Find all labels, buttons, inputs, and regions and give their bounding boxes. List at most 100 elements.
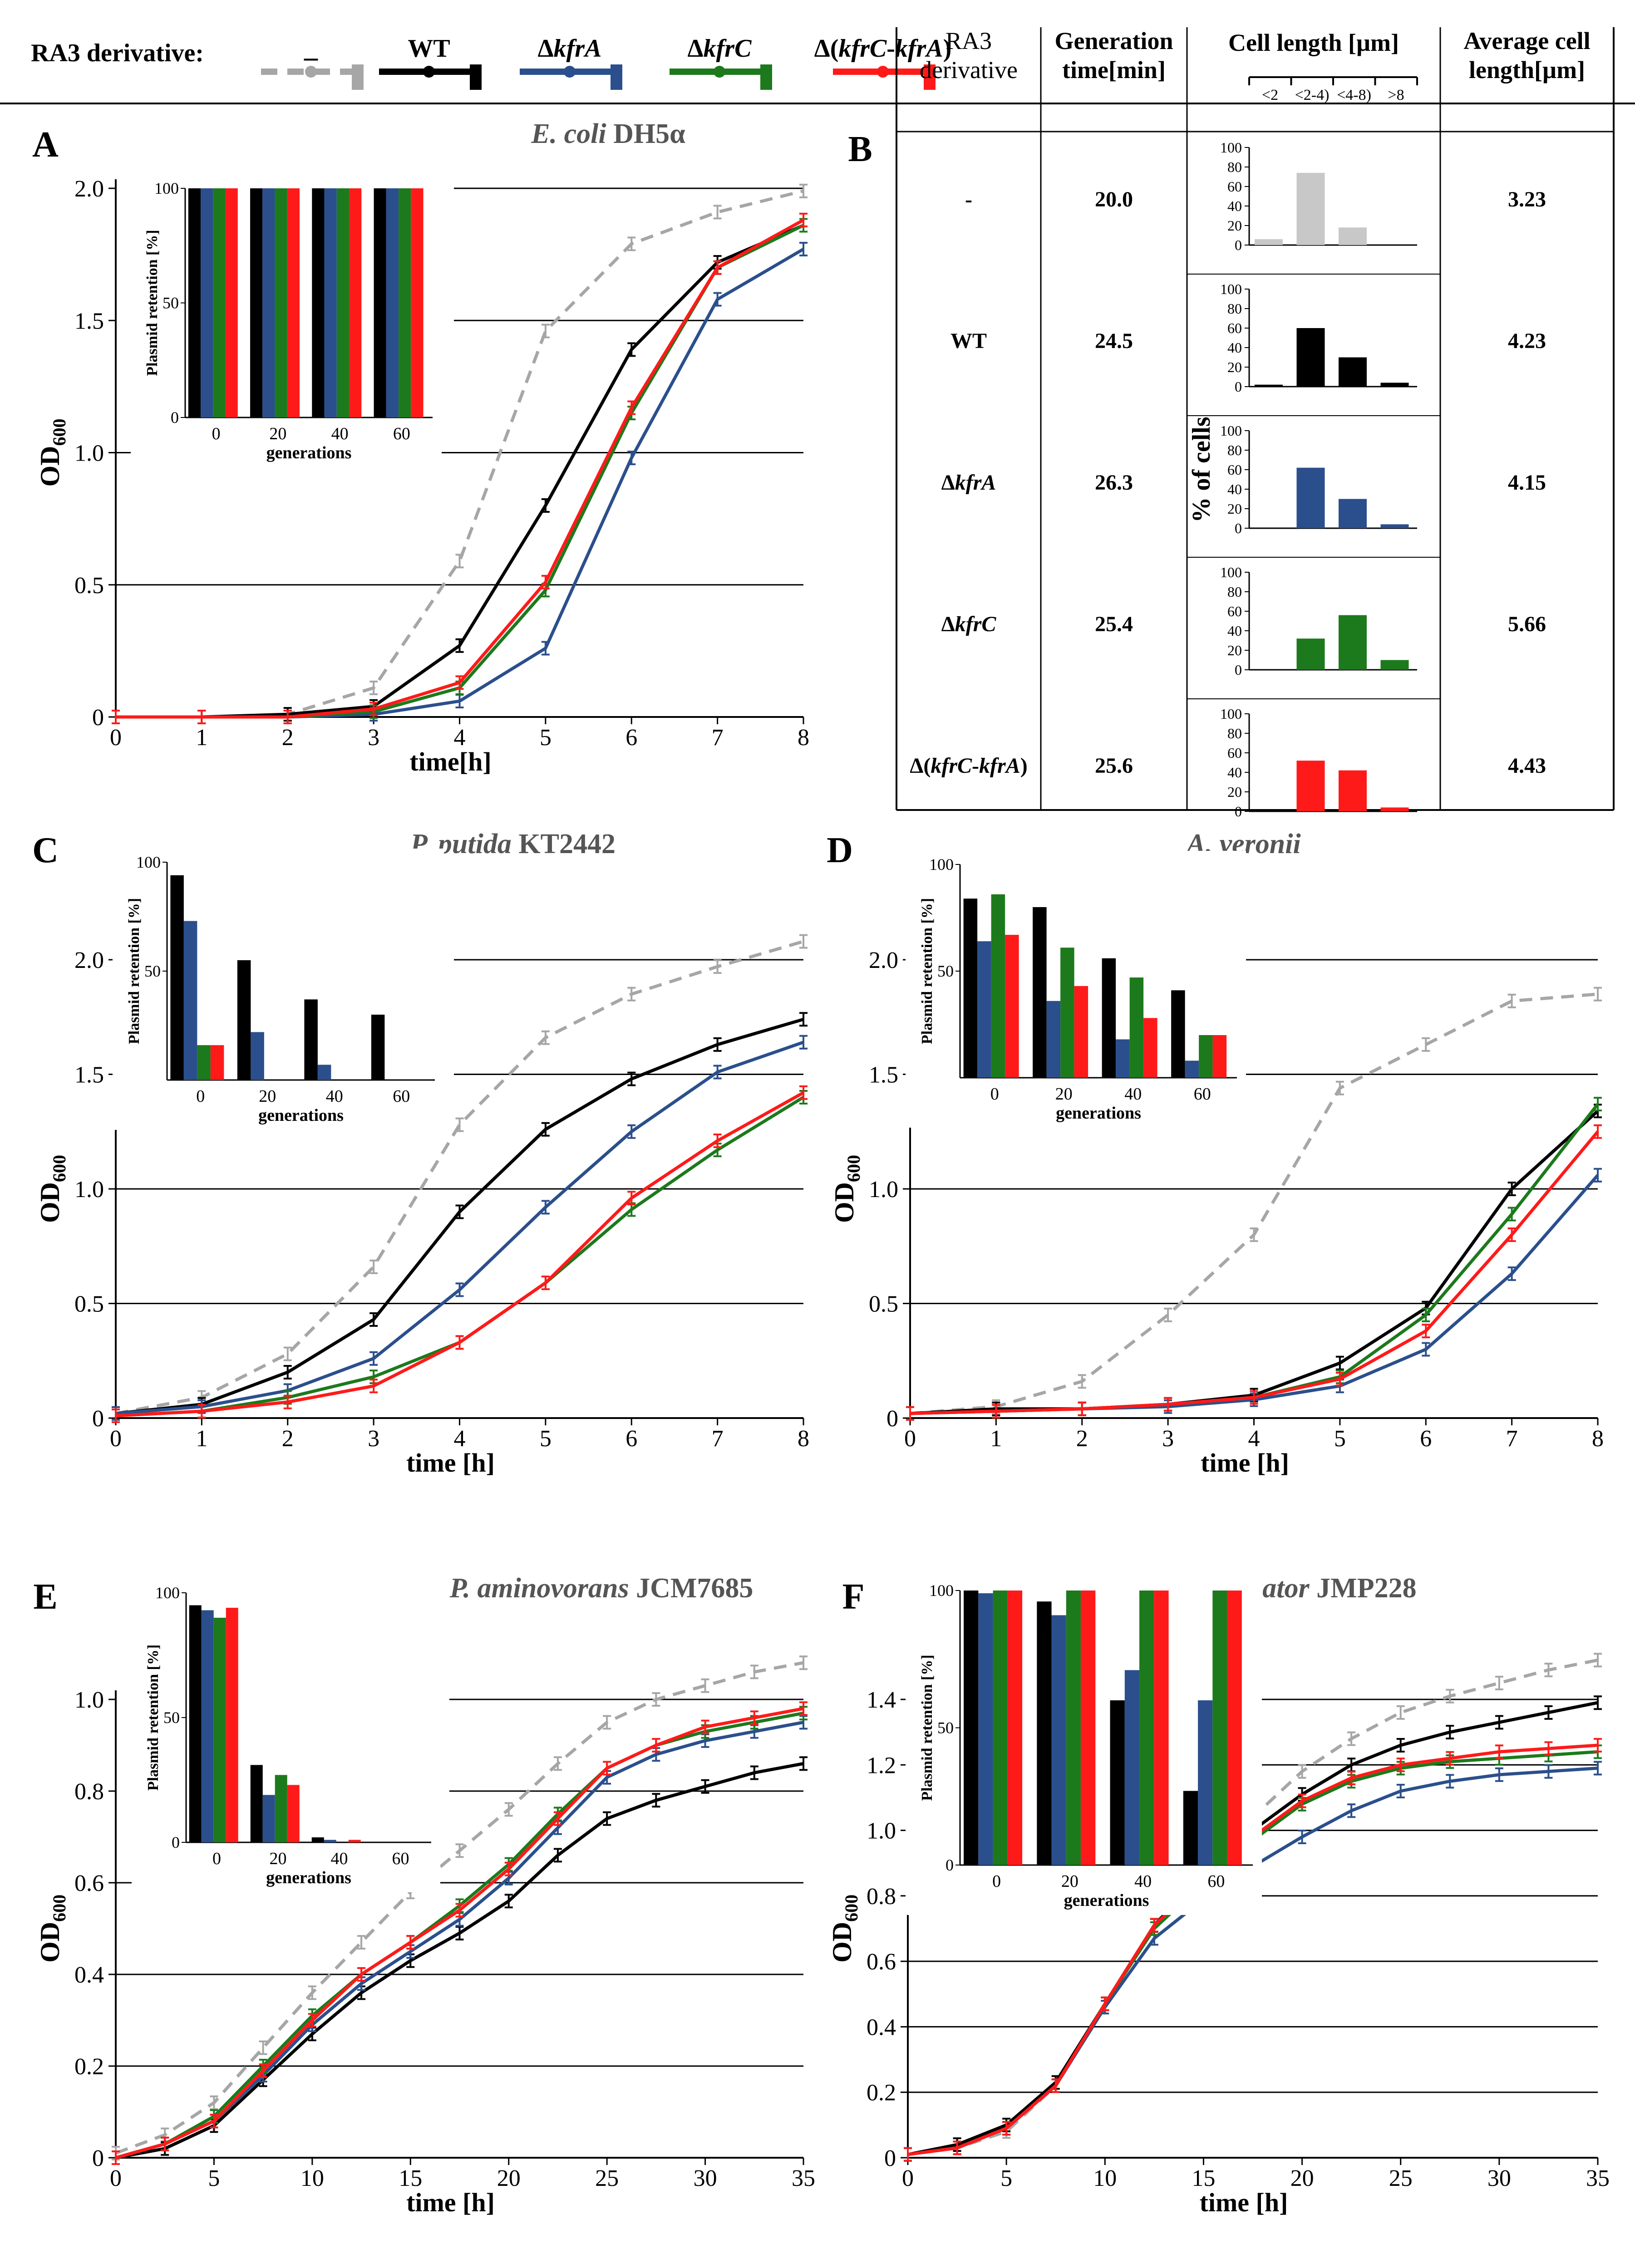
inset-y-tick-label: 50 [937,1719,954,1737]
inset-bar-kfrC [993,1591,1008,1865]
mini-bar-<4-8) [1339,615,1367,670]
inset-bar-kfrCA [287,1785,300,1842]
data-point [541,641,550,656]
data-point [1594,987,1602,1001]
x-tick-label: 2 [282,725,294,751]
mini-y-tick-label: 80 [1227,725,1242,741]
panel-label-A: A [32,125,59,165]
inset-bar-kfrA [251,1032,264,1080]
inset-retention-chart: 0 50 100 0 20 40 60 generations Plasmid retentio… [131,175,442,467]
mini-bar-<4-8) [1339,499,1367,528]
data-point [713,1065,722,1080]
y-tick-label: 0.6 [74,1870,104,1896]
inset-bar-kfrA [1046,1001,1061,1078]
inset-bar-WT [371,1015,385,1080]
data-point [1078,1374,1086,1389]
data-point [1347,1771,1356,1786]
row-generation-time: 24.5 [1095,329,1133,353]
data-point [455,638,464,653]
data-point [197,710,206,724]
row-average-length: 4.15 [1508,471,1546,495]
data-point [1594,1168,1602,1183]
mini-y-tick-label: 80 [1227,442,1242,458]
legend-entry-kfrC: ΔkfrC [670,34,772,90]
data-point [1594,1738,1602,1753]
data-point [1422,1037,1430,1052]
data-point [1250,1390,1258,1405]
y-tick-label: 0.2 [74,2054,104,2080]
data-point [455,1903,464,1918]
series-kfrC [906,1097,1602,1421]
x-tick-label: 3 [368,1426,379,1452]
series-kfrCA [112,1701,808,2165]
y-tick-label: 0.6 [867,1949,896,1975]
row-average-length: 5.66 [1508,612,1546,636]
data-point [627,400,636,415]
inset-bar-kfrC [991,894,1005,1078]
series-line [115,1091,804,1418]
inset-y-tick-label: 50 [163,294,179,312]
x-tick-label: 0 [110,1426,122,1452]
legend-entry-none: _ [261,33,364,90]
inset-bar-kfrA [977,941,991,1078]
data-point [1101,1996,1109,2011]
inset-category-label: 20 [1055,1085,1073,1104]
x-tick-label: 5 [540,725,552,751]
inset-bar-kfrC [1129,977,1144,1078]
inset-bar-kfrA [201,188,213,417]
inset-bar-kfrCA [1074,986,1088,1078]
x-tick-label: 35 [1586,2165,1610,2191]
data-point [799,1035,808,1050]
inset-category-label: 0 [212,424,221,443]
y-tick-label: 0 [92,1406,104,1432]
data-point [406,1935,415,1950]
data-point [713,260,722,275]
inset-bar-kfrA [324,1840,336,1842]
data-point [455,1117,464,1132]
data-point [652,1738,660,1753]
data-point [652,1692,660,1707]
data-point [1051,2078,1060,2093]
inset-bar-WT [250,188,263,417]
data-point [603,1811,611,1826]
data-point [799,934,808,949]
x-tick-label: 1 [196,725,207,751]
mini-y-tick-label: 100 [1220,706,1242,722]
inset-category-label: 0 [992,1872,1001,1891]
inset-bar-kfrCA [1143,1018,1157,1078]
data-point [799,183,808,198]
x-tick-label: 0 [904,1426,916,1452]
mini-y-tick-label: 100 [1220,564,1242,580]
row-generation-time: 25.4 [1095,612,1133,636]
y-tick-label: 1.0 [74,1687,104,1713]
series-line [115,1096,804,1418]
series-none [112,1655,808,2160]
row-average-length: 4.23 [1508,329,1546,353]
x-tick-label: 5 [1334,1426,1346,1452]
y-tick-label: 0.8 [867,1884,896,1910]
x-tick-label: 7 [712,725,724,751]
x-tick-label: 5 [208,2165,220,2191]
inset-category-label: 60 [1207,1872,1225,1891]
inset-bar-kfrCA [1154,1591,1169,1865]
data-point [161,2136,169,2151]
table-row-kfrA: ΔkfrA 26.3 4.15 0 20 40 60 80 100 [941,422,1546,558]
data-point [369,680,378,695]
bin-label-2: <4-8) [1337,87,1371,103]
inset-x-axis-label: generations [1064,1891,1149,1910]
inset-category-label: 60 [393,424,410,443]
header-generation-2: time[min] [1062,56,1166,83]
x-axis-label: time [h] [1200,2188,1288,2217]
data-point [357,1967,366,1982]
x-tick-label: 4 [1248,1426,1260,1452]
inset-category-label: 20 [269,424,286,443]
legend-bar-swatch [470,64,482,90]
inset-bar-kfrC [1212,1591,1227,1865]
x-tick-label: 0 [902,2165,914,2191]
data-point [210,2095,218,2110]
inset-category-label: 0 [990,1085,999,1104]
y-tick-label: 0.8 [74,1779,104,1805]
data-point [1422,1342,1430,1357]
data-point [455,1204,464,1219]
data-point [1422,1307,1430,1322]
